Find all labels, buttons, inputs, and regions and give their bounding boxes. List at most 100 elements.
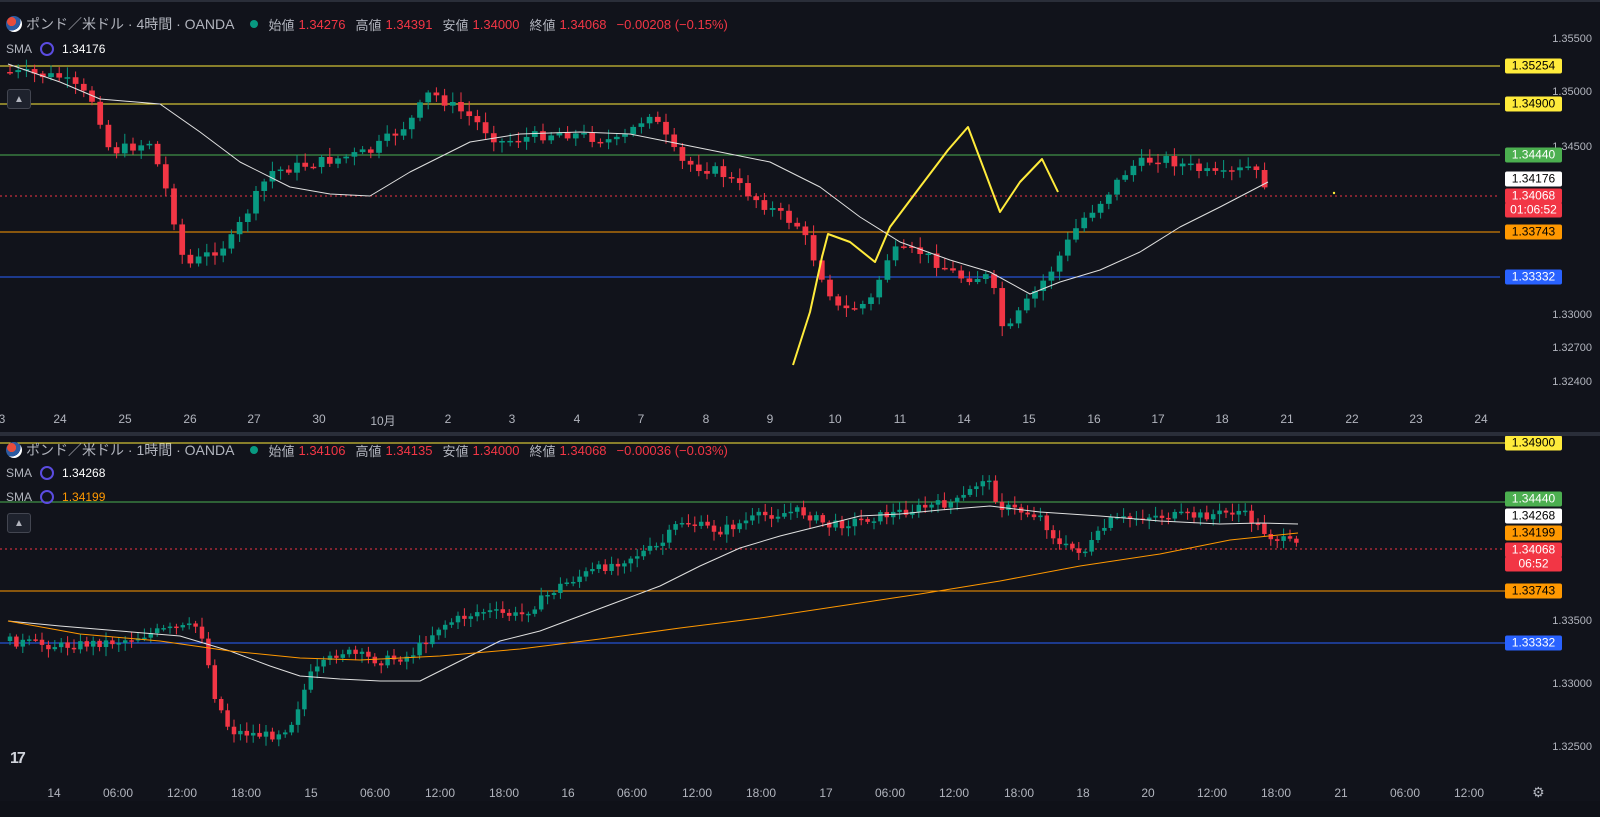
candle-1h-body	[999, 501, 1005, 510]
candle-1h-body	[974, 486, 979, 490]
gear-icon[interactable]: ⚙	[1532, 784, 1545, 800]
candle-1h-body	[1210, 514, 1216, 520]
time-tick-label: 06:00	[616, 786, 648, 800]
candle-1h-body	[84, 641, 90, 647]
chart-canvas-4h[interactable]	[0, 2, 1600, 432]
candle-1h-body	[1191, 512, 1197, 518]
candle-1h-body	[1178, 511, 1184, 514]
candle-1h-body	[954, 497, 960, 503]
candle-1h-body	[564, 582, 570, 584]
candle-1h-body	[436, 629, 442, 636]
candle-1h-body	[1095, 530, 1101, 541]
chart-pane-4h[interactable]: ポンド／米ドル · 4時間 · OANDA 始値 1.34276 高値 1.3439…	[0, 0, 1600, 432]
sma-label: SMA	[6, 42, 33, 56]
candle-4h-body	[818, 260, 825, 280]
candle-1h-body	[711, 525, 717, 532]
candle-4h-body	[31, 69, 38, 74]
candle-4h-body	[507, 140, 514, 143]
candle-4h-body	[1138, 157, 1145, 166]
candle-1h-body	[807, 515, 813, 521]
candle-4h-body	[1023, 298, 1030, 311]
candle-1h-body	[404, 656, 410, 662]
candle-4h-body	[605, 139, 612, 143]
gbp-usd-flag-icon	[6, 16, 22, 32]
time-axis-1h[interactable]: 14 06:00 12:00 18:00 15 06:00 12:00 18:00 16 06:0…	[0, 786, 1600, 801]
time-axis-4h[interactable]: 3242526273010月23478910111415161718212223…	[0, 412, 1600, 432]
sma1-legend-1h[interactable]: SMA 1.34268	[6, 466, 105, 480]
candle-1h-body	[430, 635, 435, 645]
candle-1h-body	[1070, 543, 1075, 549]
candle-4h-body	[786, 210, 792, 223]
candle-1h-body	[385, 655, 390, 666]
time-tick-label: 4	[573, 412, 581, 426]
candle-4h-body	[564, 132, 571, 139]
candle-4h-body	[909, 246, 915, 248]
candle-1h-body	[270, 731, 275, 740]
candle-4h-body	[400, 129, 407, 136]
candle-4h-body	[1064, 239, 1071, 256]
chart-pane-1h[interactable]: ポンド／米ドル · 1時間 · OANDA 始値 1.34106 高値 1.3413…	[0, 436, 1600, 801]
symbol-title[interactable]: ポンド／米ドル · 1時間 · OANDA	[26, 442, 235, 458]
close-label: 終値	[529, 17, 556, 33]
sma-indicator-icon	[40, 490, 55, 504]
candle-1h-body	[321, 659, 326, 667]
candle-1h-body	[577, 576, 582, 582]
candle-4h-body	[966, 278, 973, 283]
candle-4h-body	[794, 222, 801, 227]
time-tick-label: 18:00	[1260, 786, 1292, 800]
candle-1h-body	[513, 612, 518, 616]
candle-1h-body	[961, 494, 966, 498]
candle-4h-body	[335, 158, 341, 164]
close-value: 1.34068	[559, 16, 607, 32]
candle-1h-body	[1230, 512, 1235, 515]
open-value: 1.34106	[298, 442, 346, 458]
candle-1h-body	[327, 655, 333, 660]
candle-4h-body	[203, 252, 210, 257]
price-tag: 1.33743	[1505, 224, 1562, 240]
candle-4h-body	[1179, 163, 1186, 167]
candle-4h-body	[941, 267, 948, 270]
candle-4h-body	[326, 156, 333, 164]
candle-1h-body	[788, 511, 794, 514]
candle-1h-body	[1262, 523, 1267, 534]
candle-1h-body	[1031, 514, 1037, 518]
sma-line-1h-slow	[7, 532, 1299, 661]
candle-4h-body	[310, 166, 317, 169]
candle-1h-body	[1057, 538, 1062, 545]
candle-4h-body	[408, 117, 415, 130]
time-tick-label: 3	[508, 412, 516, 426]
candle-1h-body	[634, 556, 640, 559]
candle-4h-body	[843, 305, 850, 309]
legend-1h: ポンド／米ドル · 1時間 · OANDA 始値 1.34106 高値 1.3413…	[6, 440, 734, 460]
symbol-title[interactable]: ポンド／米ドル · 4時間 · OANDA	[26, 16, 235, 32]
candle-4h-body	[1048, 271, 1055, 281]
candle-4h-body	[121, 143, 128, 154]
candle-4h-body	[1015, 310, 1022, 324]
candle-1h-body	[762, 511, 768, 516]
pane-divider[interactable]	[0, 432, 1600, 436]
candle-1h-body	[1159, 515, 1165, 518]
time-tick-label: 18	[1076, 786, 1090, 800]
time-tick-label: 18:00	[230, 786, 262, 800]
candle-1h-body	[1121, 516, 1126, 518]
time-tick-label: 27	[247, 412, 261, 426]
candle-1h-body	[833, 520, 838, 528]
candle-4h-body	[982, 274, 989, 280]
chevron-up-icon[interactable]: ▲	[7, 89, 31, 109]
sma-legend-4h[interactable]: SMA 1.34176	[6, 42, 105, 56]
candle-1h-body	[948, 502, 954, 508]
candle-1h-body	[743, 520, 749, 524]
candle-4h-body	[1204, 168, 1211, 172]
candle-4h-body	[474, 116, 481, 123]
candle-1h-body	[846, 526, 851, 529]
candle-4h-body	[556, 132, 563, 136]
chart-canvas-1h[interactable]	[0, 436, 1600, 801]
sma2-legend-1h[interactable]: SMA 1.34199	[6, 490, 105, 504]
candle-1h-body	[666, 529, 672, 543]
candle-1h-body	[922, 504, 928, 508]
chevron-up-icon[interactable]: ▲	[7, 513, 31, 533]
candle-1h-body	[801, 507, 806, 516]
candle-4h-body	[720, 166, 727, 178]
tradingview-logo[interactable]: 17	[10, 750, 26, 767]
sma-line-4h	[7, 63, 1269, 295]
